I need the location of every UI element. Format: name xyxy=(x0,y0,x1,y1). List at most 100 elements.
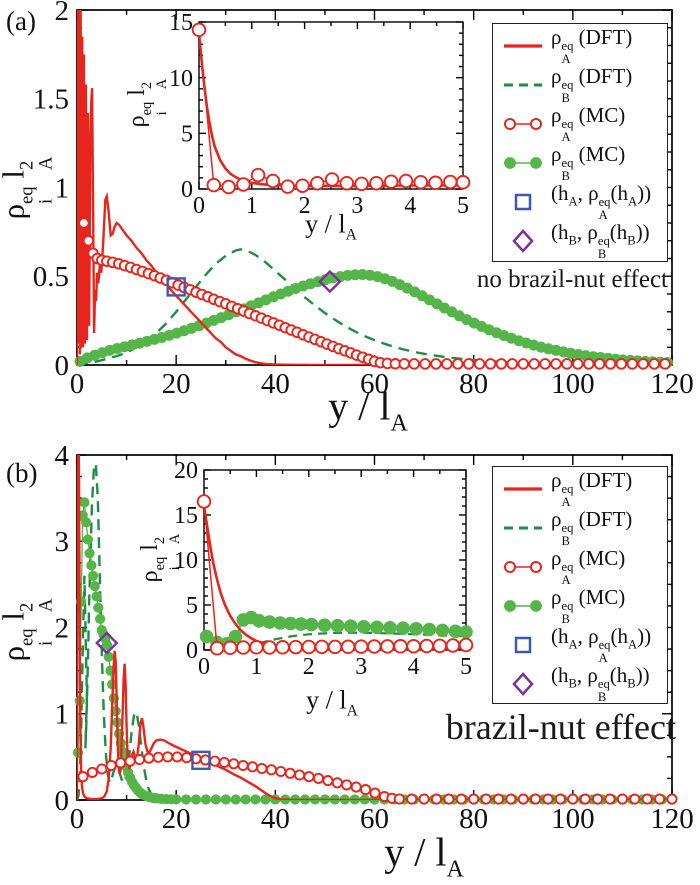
panel-a-marker-square xyxy=(166,277,186,297)
panel-b-xtick-120: 120 xyxy=(650,803,694,835)
panel-b-inset-xtick-5: 5 xyxy=(460,654,472,680)
panel-a-legend: ρ eq A (DFT) ρ eq B (DFT) ρ eq A (MC) ρ eq B (MC) (h… xyxy=(492,23,668,262)
panel-a-legend-label-5: (hB, ρ eq B (hB)) xyxy=(551,219,650,262)
panel-b-inset-xtick-1: 1 xyxy=(250,654,262,680)
panel-a-ytick-0: 0 xyxy=(55,350,70,382)
panel-a-ytick-0.5: 0.5 xyxy=(33,261,69,293)
legend-key-icon xyxy=(499,190,547,214)
legend-key-icon xyxy=(499,112,547,136)
panel-b-ytick-0: 0 xyxy=(55,785,70,817)
panel-b-legend-label-2: ρ eq A (MC) xyxy=(551,545,626,588)
panel-b-inset-ytick-15: 15 xyxy=(174,503,198,529)
series-rho_A_eq_MC_inset-points xyxy=(196,494,474,656)
series-rho_A_eq_DFT xyxy=(77,455,672,800)
panel-a-legend-entry-3: ρ eq B (MC) xyxy=(493,143,667,183)
panel-a-legend-entry-1: ρ eq B (DFT) xyxy=(493,63,667,106)
panel-a-inset-xtick-1: 1 xyxy=(246,193,258,219)
legend-key-icon xyxy=(499,633,547,657)
panel-b-legend: ρ eq A (DFT) ρ eq B (DFT) ρ eq A (MC) ρ eq B (MC) (h… xyxy=(492,466,668,704)
panel-b-inset-xtick-0: 0 xyxy=(198,654,210,680)
panel-b-inset-xtick-3: 3 xyxy=(355,654,367,680)
legend-key-icon xyxy=(499,477,547,501)
legend-key-icon xyxy=(499,555,547,579)
panel-a-xtick-120: 120 xyxy=(650,368,694,400)
legend-key-icon xyxy=(499,594,547,618)
panel-a-inset-xtick-0: 0 xyxy=(193,193,205,219)
panel-a-xtick-20: 20 xyxy=(162,368,191,400)
legend-key-icon xyxy=(499,672,547,697)
series-rho_A_eq_DFT_inset xyxy=(199,32,463,188)
panel-b-inset-series xyxy=(196,494,474,656)
panel-b-series xyxy=(72,455,678,805)
panel-b-x-axis-title: y / lA xyxy=(384,829,464,883)
panel-a-marker-diamond xyxy=(318,269,342,294)
panel-a-inset-ytick-5: 5 xyxy=(181,121,193,147)
panel-b-inset-ytick-20: 20 xyxy=(174,458,198,484)
legend-symbol-circles-filled-green xyxy=(504,157,542,170)
series-rho_A_eq_MC-points xyxy=(77,751,678,805)
series-rho_A_eq_MC_inset-points xyxy=(191,22,471,195)
panel-a-xtick-40: 40 xyxy=(261,368,290,400)
series-rho_A_eq_MC_inset xyxy=(199,29,463,188)
legend-symbol-line-red xyxy=(504,44,542,49)
panel-b-legend-entry-0: ρ eq A (DFT) xyxy=(493,470,667,509)
legend-symbol-square-blue xyxy=(514,637,532,654)
panel-b-marker-diamond xyxy=(95,631,119,655)
panel-a-xtick-60: 60 xyxy=(360,368,389,400)
legend-symbol-circles-open-red xyxy=(504,561,542,574)
panel-b-annotation: brazil-nut effect xyxy=(445,707,676,747)
panel-a-inset-ticks xyxy=(198,21,464,190)
panel-b-inset-ytick-0: 0 xyxy=(186,638,198,664)
panel-b-legend-label-3: ρ eq B (MC) xyxy=(551,584,626,627)
panel-a-inset-ytick-10: 10 xyxy=(169,66,193,92)
panel-b-legend-label-5: (hB, ρ eq B (hB)) xyxy=(551,662,650,705)
legend-symbol-diamond-purple xyxy=(512,229,534,254)
panel-a-legend-entry-2: ρ eq A (MC) xyxy=(493,102,667,145)
panel-a-xtick-80: 80 xyxy=(459,368,488,400)
panel-a-legend-entry-4: (hA, ρ eq A (hA)) xyxy=(493,182,667,222)
series-rho_B_eq_DFT xyxy=(77,248,672,365)
panel-a-xtick-0: 0 xyxy=(70,368,85,400)
panel-a-inset-ytick-15: 15 xyxy=(169,10,193,36)
series-rho_B_eq_DFT xyxy=(77,463,672,800)
panel-b-inset-x-axis-title: y / lA xyxy=(306,685,358,720)
panel-b-xtick-80: 80 xyxy=(459,803,488,835)
panel-b-xtick-40: 40 xyxy=(261,803,290,835)
panel-a-inset-xtick-4: 4 xyxy=(404,193,416,219)
panel-b-legend-entry-2: ρ eq A (MC) xyxy=(493,545,667,588)
panel-a-legend-label-2: ρ eq A (MC) xyxy=(551,102,626,145)
panel-a-ytick-1: 1 xyxy=(55,172,70,204)
panel-a-legend-entry-0: ρ eq A (DFT) xyxy=(493,27,667,66)
panel-b-label: (b) xyxy=(6,458,38,488)
panel-a-inset-frame xyxy=(198,21,464,190)
legend-symbol-square-blue xyxy=(514,194,532,211)
legend-key-icon xyxy=(499,516,547,540)
legend-symbol-dash-green xyxy=(504,526,542,530)
legend-key-icon xyxy=(499,151,547,175)
panel-a-x-axis-title: y / lA xyxy=(328,383,408,437)
panel-b-inset-ytick-10: 10 xyxy=(174,548,198,574)
panel-b-marker-square xyxy=(191,750,211,771)
panel-a-xtick-100: 100 xyxy=(551,368,595,400)
series-rho_B_eq_MC-points xyxy=(74,269,673,368)
panel-a-legend-label-1: ρ eq B (DFT) xyxy=(551,63,633,106)
panel-b-xtick-20: 20 xyxy=(162,803,191,835)
legend-symbol-circles-open-red xyxy=(504,118,542,131)
panel-a-ytick-1.5: 1.5 xyxy=(33,84,69,116)
panel-b-inset: 0 1 2 3 4 5 0 5 10 15 20 xyxy=(174,458,474,680)
panel-a-inset-ytick-0: 0 xyxy=(181,177,193,203)
panel-b-xtick-0: 0 xyxy=(70,803,85,835)
panel-a-label: (a) xyxy=(6,6,36,36)
panel-b-legend-entry-4: (hA, ρ eq A (hA)) xyxy=(493,623,667,666)
panel-b-legend-label-4: (hA, ρ eq A (hA)) xyxy=(551,623,652,666)
panel-a-inset-xtick-2: 2 xyxy=(299,193,311,219)
panel-a-inset: 0 1 2 3 4 5 0 5 10 15 xyxy=(169,10,471,219)
panel-b-legend-label-1: ρ eq B (DFT) xyxy=(551,506,633,549)
panel-b-legend-label-0: ρ eq A (DFT) xyxy=(551,468,633,510)
